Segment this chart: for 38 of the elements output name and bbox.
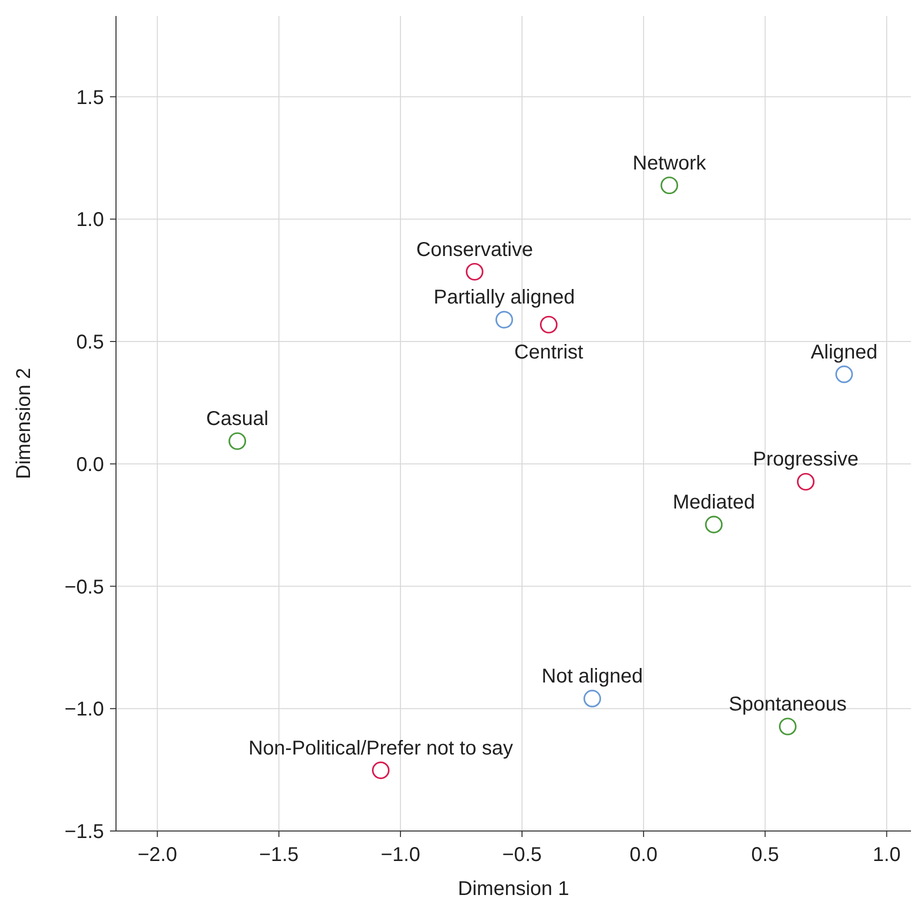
x-tick-label: −2.0 — [138, 844, 178, 866]
annotation: Casual — [206, 408, 268, 430]
annotation: Aligned — [810, 341, 878, 364]
point — [835, 366, 853, 384]
x-axis-title: Dimension 1 — [458, 878, 570, 900]
y-tick-label: −1.5 — [64, 821, 104, 843]
y-tick-label: 0.0 — [76, 454, 104, 476]
annotation: Network — [632, 152, 708, 174]
point — [228, 432, 246, 450]
annotation: Centrist — [514, 342, 584, 364]
point — [495, 310, 514, 329]
point — [372, 762, 390, 780]
y-tick-label: 0.5 — [76, 332, 104, 354]
point — [540, 316, 558, 334]
y-tick-label: 1.0 — [76, 209, 104, 232]
y-tick-label: 1.5 — [76, 86, 104, 109]
annotation: Partially aligned — [434, 286, 575, 309]
x-tick-label: 0.0 — [630, 844, 658, 866]
y-axis-title: Dimension 2 — [13, 368, 35, 480]
y-tick-label: −0.5 — [64, 576, 104, 598]
x-tick-label: −0.5 — [502, 844, 542, 866]
annotation: Progressive — [752, 448, 859, 471]
annotation: Conservative — [416, 238, 533, 261]
point — [660, 176, 678, 194]
annotation: Not aligned — [542, 666, 643, 688]
annotation: Spontaneous — [728, 693, 847, 716]
x-tick-label: −1.0 — [380, 844, 420, 866]
point — [796, 472, 815, 491]
x-tick-label: −1.5 — [259, 844, 299, 866]
point — [705, 516, 723, 534]
x-tick-label: 0.5 — [751, 844, 780, 866]
annotation: Mediated — [672, 492, 755, 514]
point — [466, 262, 484, 281]
annotation: Non-Political/Prefer not to say — [248, 737, 514, 760]
y-tick-label: −1.0 — [64, 698, 104, 721]
x-tick-label: 1.0 — [872, 844, 901, 866]
point — [583, 690, 602, 708]
point — [778, 718, 797, 736]
